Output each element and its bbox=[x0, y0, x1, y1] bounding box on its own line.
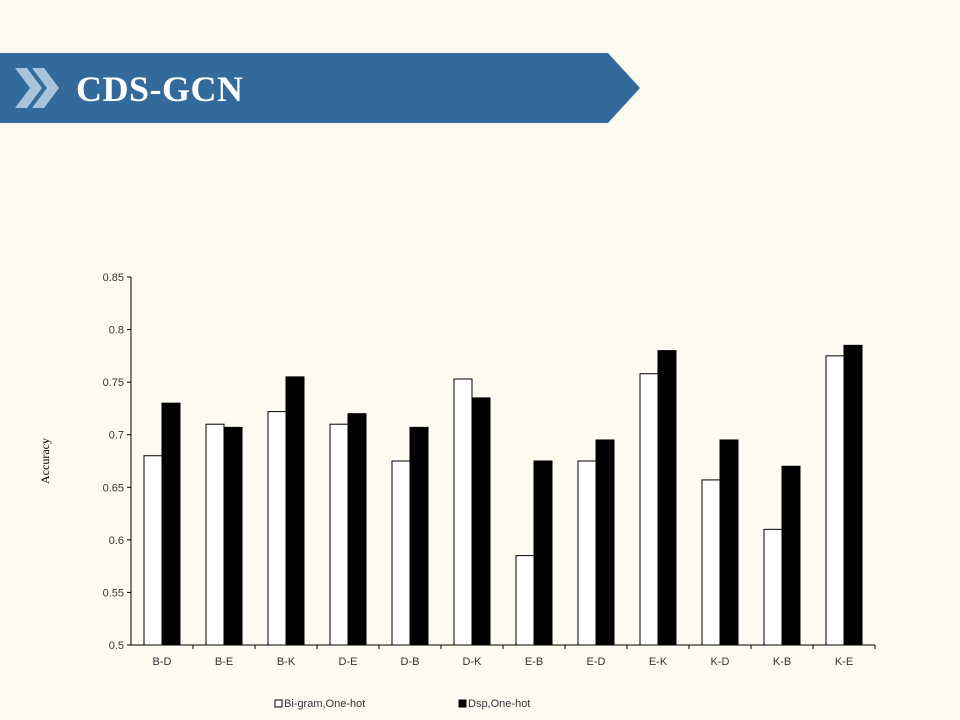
bar-bigram-onehot bbox=[267, 411, 287, 646]
x-tick-label: B-K bbox=[277, 656, 296, 668]
x-tick-label: K-E bbox=[835, 656, 853, 668]
bar-dsp-onehot bbox=[533, 460, 553, 646]
x-tick-label: B-E bbox=[215, 656, 233, 668]
bar-bigram-onehot bbox=[453, 378, 473, 646]
bar-dsp-onehot bbox=[285, 376, 305, 646]
y-tick-label: 0.7 bbox=[109, 430, 124, 442]
legend-label-dsp-onehot: Dsp,One-hot bbox=[468, 698, 530, 710]
chart-canvas: 0.5 0.55 0.6 0.65 0.7 0.75 0.8 0.85 Accuracy B-D B… bbox=[38, 272, 876, 710]
bar-dsp-onehot bbox=[719, 439, 739, 646]
x-tick-label: D-K bbox=[463, 656, 483, 668]
banner-background bbox=[0, 53, 640, 123]
y-tick-label: 0.85 bbox=[103, 272, 124, 284]
bar-dsp-onehot bbox=[161, 402, 181, 646]
x-tick-label: K-D bbox=[711, 656, 730, 668]
bar-dsp-onehot bbox=[471, 397, 491, 646]
y-tick-label: 0.65 bbox=[103, 482, 124, 494]
bar-bigram-onehot bbox=[205, 423, 225, 646]
x-tick-label: B-D bbox=[153, 656, 172, 668]
bar-chart: 0.5 0.55 0.6 0.65 0.7 0.75 0.8 0.85 Accuracy B-D B… bbox=[30, 250, 930, 720]
bar-dsp-onehot bbox=[223, 426, 243, 646]
bar-bigram-onehot bbox=[577, 460, 597, 646]
title-banner: CDS-GCN bbox=[0, 53, 640, 123]
y-tick-label: 0.5 bbox=[109, 640, 124, 652]
legend-swatch-bigram-onehot bbox=[274, 699, 283, 708]
y-tick-label: 0.8 bbox=[109, 325, 124, 337]
bar-dsp-onehot bbox=[843, 344, 863, 646]
bar-bigram-onehot bbox=[701, 479, 721, 646]
bar-dsp-onehot bbox=[595, 439, 615, 646]
bar-bigram-onehot bbox=[329, 423, 349, 646]
y-tick-label: 0.6 bbox=[109, 535, 124, 547]
legend-swatch-dsp-onehot bbox=[458, 699, 467, 708]
bar-dsp-onehot bbox=[347, 413, 367, 646]
x-tick-label: D-B bbox=[401, 656, 420, 668]
bar-dsp-onehot bbox=[409, 426, 429, 646]
slide-title: CDS-GCN bbox=[76, 69, 244, 109]
y-axis-title: Accuracy bbox=[38, 438, 52, 484]
bar-bigram-onehot bbox=[763, 528, 783, 646]
y-tick-label: 0.75 bbox=[103, 377, 124, 389]
legend-label-bigram-onehot: Bi-gram,One-hot bbox=[284, 698, 365, 710]
banner-shape bbox=[0, 53, 640, 123]
bar-bigram-onehot bbox=[825, 355, 845, 646]
bar-dsp-onehot bbox=[657, 350, 677, 646]
double-chevron-right-icon bbox=[15, 68, 59, 108]
bar-bigram-onehot bbox=[515, 555, 535, 646]
x-tick-label: E-K bbox=[649, 656, 668, 668]
bar-dsp-onehot bbox=[781, 465, 801, 646]
x-tick-label: D-E bbox=[339, 656, 358, 668]
x-tick-label: E-D bbox=[587, 656, 606, 668]
bar-bigram-onehot bbox=[391, 460, 411, 646]
bar-bigram-onehot bbox=[143, 455, 163, 646]
x-tick-label: E-B bbox=[525, 656, 543, 668]
bar-bigram-onehot bbox=[639, 373, 659, 646]
y-tick-label: 0.55 bbox=[103, 587, 124, 599]
x-tick-label: K-B bbox=[773, 656, 791, 668]
